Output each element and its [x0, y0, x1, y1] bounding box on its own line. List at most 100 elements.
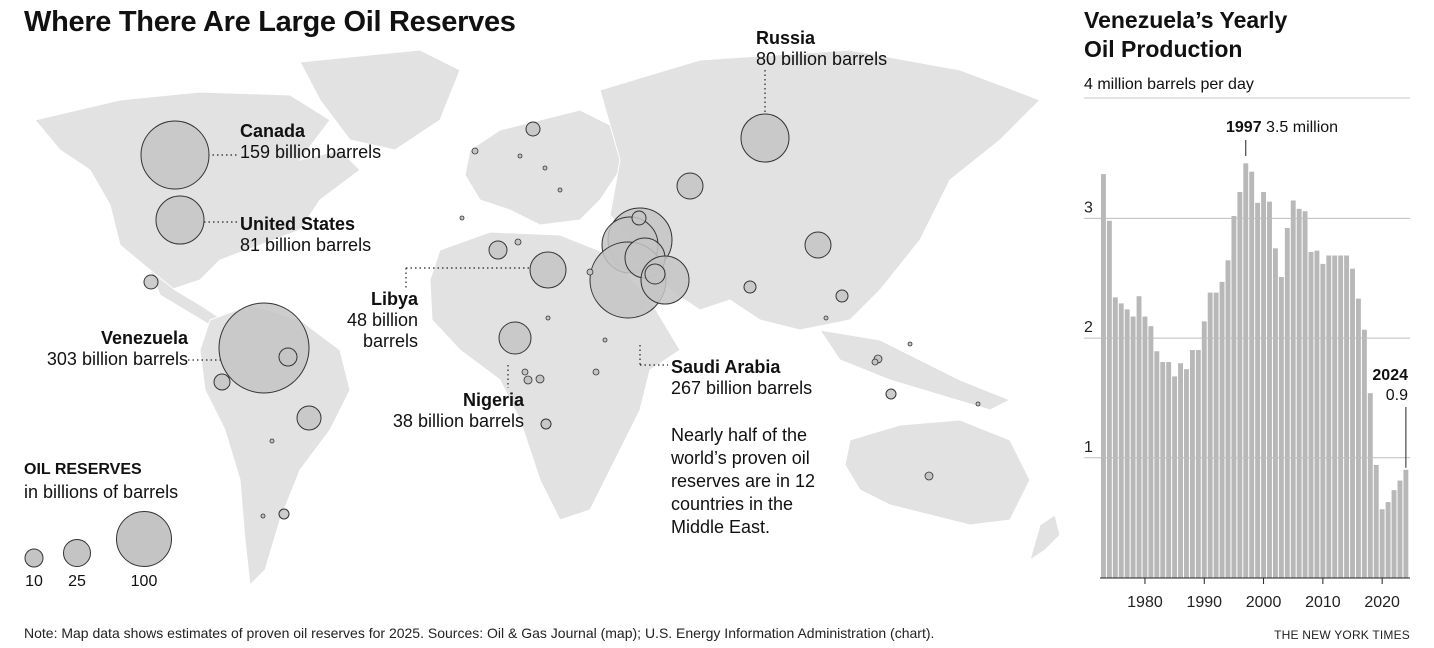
- annotation-line: countries in the: [671, 494, 794, 514]
- bubble-canada: [140, 120, 210, 190]
- bubble-argentina: [278, 508, 290, 520]
- annotation-2024: 2024 0.9: [1360, 366, 1408, 406]
- annotation-line: Middle East.: [671, 517, 771, 537]
- legend-bubble-100: [116, 511, 172, 567]
- label-saudi-arabia: Saudi Arabia 267 billion barrels: [671, 357, 812, 399]
- label-us-name: United States: [240, 214, 356, 234]
- bubble-venezuela: [218, 302, 310, 394]
- annotation-1997-year: 1997: [1226, 119, 1262, 136]
- bar-1995: [1231, 216, 1237, 578]
- bubble-indonesia: [885, 388, 897, 400]
- bubble-norway: [525, 121, 541, 137]
- ticks-group: 1 2 3 1980 1990 2000 2010 2020: [1084, 199, 1400, 611]
- bar-1973: [1101, 174, 1106, 578]
- label-russia: Russia 80 billion barrels: [756, 28, 887, 70]
- footnote: Note: Map data shows estimates of proven…: [24, 625, 935, 641]
- label-nigeria-name: Nigeria: [462, 390, 524, 410]
- annotation-line: world’s proven oil: [671, 448, 810, 468]
- bar-2023: [1397, 480, 1403, 578]
- bar-1981: [1148, 326, 1154, 578]
- australia-shape: [844, 419, 1031, 526]
- bar-1974: [1106, 220, 1112, 578]
- bubble-ecuador: [213, 373, 231, 391]
- bar-1985: [1172, 376, 1178, 578]
- legend-title: OIL RESERVES: [24, 461, 142, 478]
- bar-1993: [1219, 281, 1225, 578]
- label-russia-value: 80 billion barrels: [756, 49, 888, 69]
- map-title: Where There Are Large Oil Reserves: [24, 6, 516, 38]
- bubble-libya: [529, 251, 567, 289]
- legend-bubble-25: [63, 539, 91, 567]
- bubble-qatar: [644, 263, 666, 285]
- bar-2008: [1308, 251, 1314, 578]
- bubble-vietnam: [835, 289, 849, 303]
- label-venezuela-name: Venezuela: [100, 328, 188, 348]
- bar-1976: [1118, 303, 1124, 578]
- bar-2015: [1350, 268, 1355, 578]
- bar-1986: [1178, 363, 1183, 578]
- bar-1983: [1160, 362, 1166, 578]
- annotation-2024-value: 0.9: [1385, 387, 1408, 404]
- bubble-china: [804, 231, 832, 259]
- chart-title: Venezuela’s Yearly Oil Production: [1084, 7, 1288, 62]
- label-nigeria-value: 38 billion barrels: [392, 411, 524, 431]
- bar-1992: [1213, 292, 1219, 578]
- bar-2021: [1385, 502, 1391, 578]
- bubble-brazil: [296, 405, 322, 431]
- bar-2019: [1373, 464, 1379, 578]
- bar-2011: [1326, 255, 1332, 578]
- bar-1989: [1195, 350, 1201, 578]
- bubble-nigeria: [498, 321, 532, 355]
- production-bar-chart: 1 2 3 1980 1990 2000 2010 2020: [1084, 97, 1410, 611]
- bar-2022: [1391, 490, 1397, 578]
- x-tick-2020: 2020: [1364, 594, 1400, 611]
- y-tick-1: 1: [1084, 439, 1093, 456]
- bar-1994: [1225, 260, 1231, 578]
- bar-2006: [1296, 208, 1302, 578]
- bar-2017: [1361, 329, 1367, 578]
- label-libya: Libya 48 billion barrels: [330, 289, 418, 352]
- label-libya-value-1: 48 billion: [346, 310, 418, 330]
- legend-label-10: 10: [25, 573, 43, 590]
- bar-2014: [1344, 255, 1350, 578]
- label-venezuela-value: 303 billion barrels: [46, 349, 188, 369]
- bar-1987: [1184, 369, 1189, 578]
- bar-2024: [1403, 469, 1409, 578]
- europe-shape: [464, 109, 621, 226]
- bubble-india: [743, 280, 757, 294]
- bar-1978: [1130, 316, 1136, 578]
- label-libya-name: Libya: [370, 289, 418, 309]
- bar-2020: [1379, 509, 1385, 578]
- world-map: [24, 49, 1061, 587]
- bar-1977: [1124, 309, 1130, 578]
- bar-2013: [1338, 255, 1344, 578]
- bubble-guyana: [278, 347, 298, 367]
- label-libya-value-2: barrels: [362, 331, 418, 351]
- bubble-mexico: [143, 274, 159, 290]
- label-saudi-name: Saudi Arabia: [671, 357, 781, 377]
- bar-1990: [1201, 321, 1207, 578]
- y-tick-3: 3: [1084, 199, 1093, 216]
- bubble-united-states: [155, 195, 205, 245]
- bar-2018: [1367, 393, 1373, 578]
- x-tick-1990: 1990: [1186, 594, 1222, 611]
- bar-1997: [1243, 163, 1249, 578]
- middle-east-annotation: Nearly half of the world’s proven oil re…: [671, 424, 815, 539]
- label-canada: Canada 159 billion barrels: [240, 121, 381, 163]
- annotation-line: Nearly half of the: [671, 425, 808, 445]
- x-tick-1980: 1980: [1127, 594, 1163, 611]
- gridlines-group: [1084, 217, 1410, 459]
- annotation-line: reserves are in 12: [671, 471, 816, 491]
- bar-1984: [1166, 362, 1172, 578]
- label-united-states: United States 81 billion barrels: [240, 214, 371, 256]
- annotation-1997-value: 3.5 million: [1266, 119, 1339, 136]
- bar-1999: [1255, 202, 1261, 578]
- bar-2010: [1320, 263, 1326, 578]
- bar-1998: [1249, 171, 1255, 578]
- bar-2004: [1284, 227, 1290, 578]
- north-america-shape: [34, 91, 361, 291]
- legend-bubble-10: [24, 548, 44, 568]
- greenland-shape: [299, 49, 461, 151]
- bar-2001: [1267, 201, 1272, 578]
- legend-subtitle: in billions of barrels: [24, 482, 179, 502]
